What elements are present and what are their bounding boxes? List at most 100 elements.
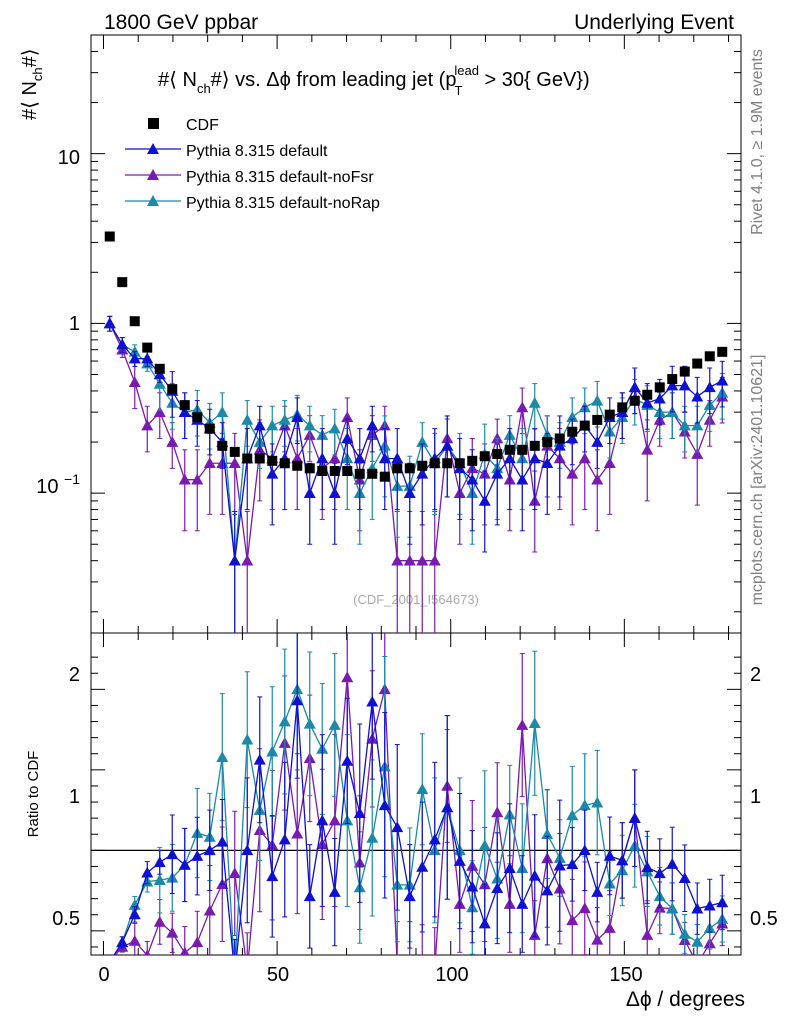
ratio-point-norap [241, 733, 254, 745]
point-nofsr [403, 554, 416, 566]
legend-marker-default [147, 143, 159, 154]
point-cdf [692, 358, 703, 369]
ratio-point-nofsr [404, 959, 416, 970]
ratio-point-default [641, 861, 654, 873]
legend-label-norap: Pythia 8.315 default-noRap [186, 195, 380, 212]
point-default [403, 487, 416, 498]
ratio-point-default [328, 886, 341, 897]
point-default [553, 439, 566, 451]
point-cdf [492, 449, 503, 460]
point-nofsr [203, 457, 216, 469]
point-default [103, 317, 116, 329]
ratio-point-default [453, 855, 466, 866]
point-cdf [229, 446, 240, 457]
point-cdf [442, 458, 453, 469]
point-default [591, 436, 604, 447]
main-plot-data [103, 231, 729, 633]
analysis-watermark: (CDF_2001_I564673) [353, 592, 479, 607]
point-default [416, 467, 429, 479]
legend-marker-cdf [148, 118, 159, 129]
point-norap [678, 419, 691, 431]
point-cdf [429, 458, 440, 469]
point-cdf [642, 389, 653, 400]
point-nofsr [416, 554, 429, 566]
title-sup-lead: lead [454, 63, 479, 78]
legend: CDF Pythia 8.315 default Pythia 8.315 de… [125, 117, 380, 212]
chart-title: #⟨ Nch#⟩ vs. Δϕ from leading jet (pTlead… [158, 63, 590, 98]
point-cdf [629, 395, 640, 406]
ratio-point-norap [591, 796, 604, 808]
point-cdf [117, 277, 128, 288]
ratio-point-norap [691, 935, 704, 947]
point-norap [528, 396, 541, 408]
ratio-point-norap [541, 828, 554, 840]
y-tick-label-10: 10 [58, 147, 80, 169]
title-sub-t: T [454, 83, 462, 98]
point-cdf [479, 451, 490, 462]
point-cdf [154, 363, 165, 374]
ratio-point-default [353, 807, 366, 818]
point-default [353, 452, 366, 464]
point-default [566, 432, 579, 444]
ratio-point-default [666, 858, 679, 869]
ratio-point-nofsr [191, 936, 204, 948]
point-cdf [529, 440, 540, 451]
ratio-point-nofsr [128, 935, 141, 946]
ratio-point-nofsr [291, 827, 304, 839]
ratio-point-default [416, 861, 429, 872]
ratio-tick-label-right-1: 1 [750, 786, 761, 808]
ratio-point-default [616, 854, 629, 866]
point-cdf [142, 342, 153, 353]
point-norap [328, 422, 341, 434]
point-cdf [279, 458, 290, 469]
ratio-point-default [441, 801, 454, 813]
ratio-point-default [153, 856, 166, 868]
point-cdf [604, 409, 615, 420]
ratio-point-default [653, 867, 666, 879]
point-cdf [679, 366, 690, 377]
point-norap [241, 413, 254, 425]
ratio-point-default [678, 872, 691, 884]
ratio-point-default [241, 844, 254, 856]
rivet-label: Rivet 4.1.0, ≥ 1.9M events [749, 49, 766, 235]
point-cdf [554, 433, 565, 444]
point-cdf [367, 468, 378, 479]
legend-label-cdf: CDF [186, 117, 219, 134]
point-cdf [204, 423, 215, 434]
point-default [441, 439, 454, 451]
ratio-tick-label-right-2: 2 [750, 664, 761, 686]
point-cdf [242, 453, 253, 464]
point-nofsr [341, 411, 354, 423]
point-default [116, 338, 129, 350]
y-label-part-a: #⟨ N [19, 81, 41, 120]
ratio-point-nofsr [341, 671, 354, 683]
ratio-point-default [428, 833, 441, 845]
point-default [528, 452, 541, 464]
legend-marker-norap [147, 195, 159, 206]
ratio-point-nofsr [603, 922, 616, 933]
point-nofsr [391, 554, 404, 566]
ratio-point-default [603, 849, 616, 861]
point-default [641, 396, 654, 408]
ratio-point-norap [578, 799, 591, 811]
point-cdf [217, 440, 228, 451]
point-nofsr [491, 432, 504, 444]
ratio-point-default [229, 969, 241, 980]
point-default [678, 379, 691, 391]
point-default [666, 379, 679, 391]
point-default [653, 392, 666, 404]
ratio-point-nofsr [591, 933, 604, 945]
header-left: 1800 GeV ppbar [104, 11, 258, 34]
ratio-point-default [391, 821, 404, 833]
ratio-tick-label-left-2: 2 [69, 664, 80, 686]
point-nofsr [578, 452, 591, 464]
point-default [316, 452, 329, 464]
point-norap [303, 419, 316, 431]
point-norap [591, 394, 604, 406]
ratio-point-norap [278, 715, 291, 727]
legend-label-default: Pythia 8.315 default [186, 143, 328, 160]
ratio-point-norap [528, 717, 541, 729]
ratio-point-nofsr [391, 959, 403, 970]
ratio-point-nofsr [641, 929, 654, 940]
point-cdf [654, 382, 665, 393]
